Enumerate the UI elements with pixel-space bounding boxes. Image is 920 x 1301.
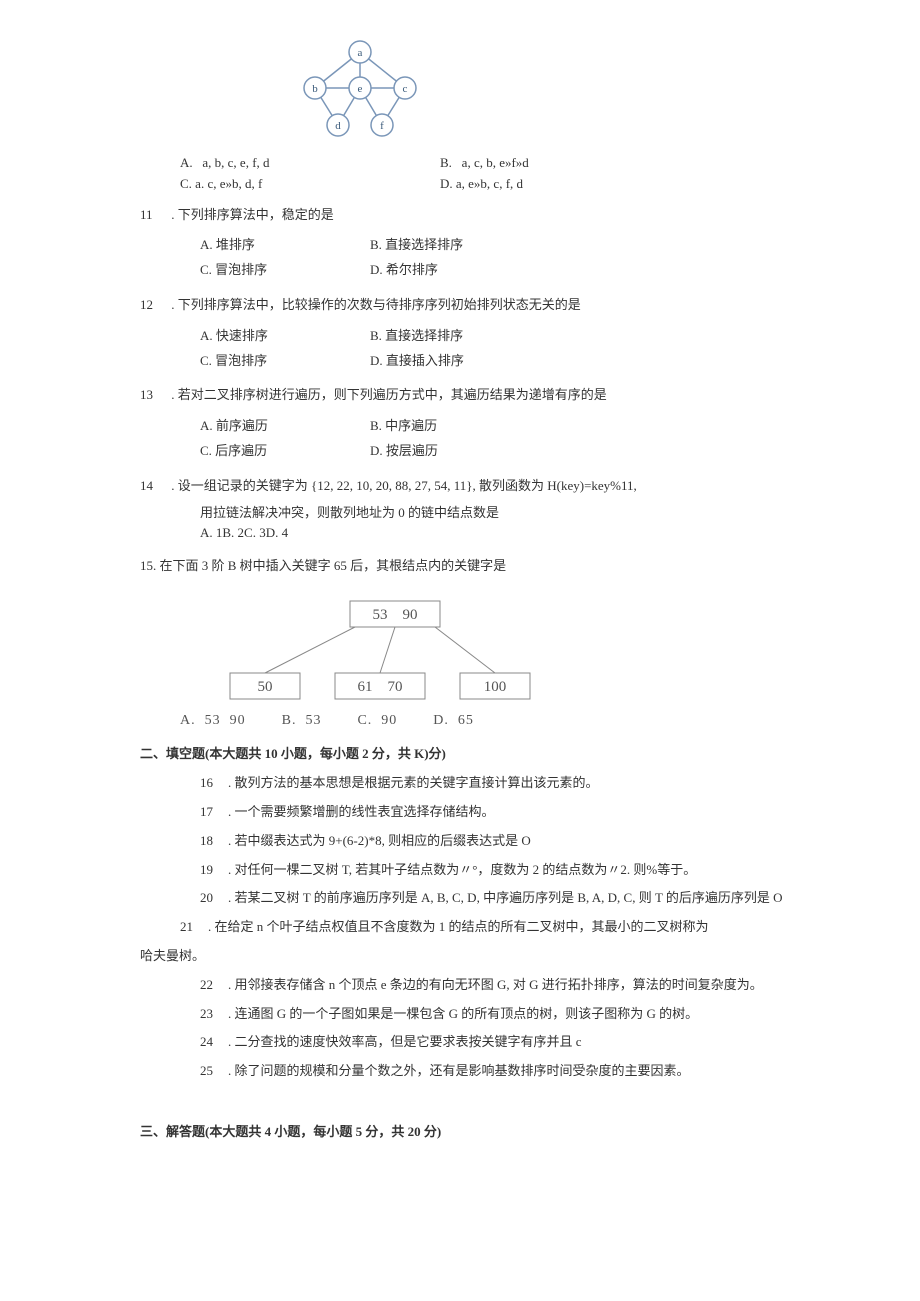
q10-opt-c-text: a. c, e»b, d, f: [195, 176, 262, 191]
q10-opt-d-text: a, e»b, c, f, d: [456, 176, 523, 191]
q10-opt-b-text: a, c, b, e»f»d: [462, 155, 529, 170]
fill-24-num: 24: [200, 1032, 228, 1053]
q13-num: 13: [140, 385, 168, 406]
fill-18-num: 18: [200, 831, 228, 852]
fill-23: 23. 连通图 G 的一个子图如果是一棵包含 G 的所有顶点的树，则该子图称为 …: [200, 1004, 800, 1025]
svg-text:e: e: [358, 83, 363, 95]
section2-head: 二、填空题(本大题共 10 小题，每小题 2 分，共 K)分): [140, 744, 800, 765]
q14-num: 14: [140, 476, 168, 497]
fill-20-num: 20: [200, 888, 228, 909]
svg-text:61: 61: [358, 679, 373, 695]
fill-23-text: . 连通图 G 的一个子图如果是一棵包含 G 的所有顶点的树，则该子图称为 G …: [228, 1006, 698, 1021]
q10-opts-row2: C. a. c, e»b, d, f D. a, e»b, c, f, d: [180, 174, 800, 195]
q14-text: . 设一组记录的关键字为 {12, 22, 10, 20, 88, 27, 54…: [171, 478, 637, 493]
q11-opt-d: D. 希尔排序: [370, 260, 540, 281]
fill-20: 20. 若某二叉树 T 的前序遍历序列是 A, B, C, D, 中序遍历序列是…: [200, 888, 800, 909]
q14: 14 . 设一组记录的关键字为 {12, 22, 10, 20, 88, 27,…: [140, 476, 800, 497]
q12-opt-a: A. 快速排序: [200, 326, 370, 347]
section3-head: 三、解答题(本大题共 4 小题，每小题 5 分，共 20 分): [140, 1122, 800, 1143]
fill-25-text: . 除了问题的规模和分量个数之外，还有是影响基数排序时间受杂度的主要因素。: [228, 1063, 690, 1078]
fill-24-text: . 二分查找的速度快效率高，但是它要求表按关键字有序并且 c: [228, 1034, 582, 1049]
q13-opt-c: C. 后序遍历: [200, 441, 370, 462]
fill-16: 16. 散列方法的基本思想是根据元素的关键字直接计算出该元素的。: [200, 773, 800, 794]
q13-text: . 若对二叉排序树进行遍历，则下列遍历方式中，其遍历结果为递增有序的是: [171, 387, 607, 402]
svg-text:b: b: [312, 83, 318, 95]
q10-opt-b: B. a, c, b, e»f»d: [440, 153, 700, 174]
q11-opt-a: A. 堆排序: [200, 235, 370, 256]
svg-text:f: f: [380, 120, 384, 132]
fill-19-text: . 对任何一棵二叉树 T, 若其叶子结点数为〃°，度数为 2 的结点数为〃2. …: [228, 862, 696, 877]
fill-20-text: . 若某二叉树 T 的前序遍历序列是 A, B, C, D, 中序遍历序列是 B…: [228, 890, 783, 905]
fill-21-num: 21: [180, 917, 208, 938]
q14-sub2: A. 1B. 2C. 3D. 4: [200, 523, 800, 544]
fill-21: 21. 在给定 n 个叶子结点权值且不含度数为 1 的结点的所有二叉树中，其最小…: [180, 917, 800, 938]
fill-18: 18. 若中缀表达式为 9+(6-2)*8, 则相应的后缀表达式是 O: [200, 831, 800, 852]
fill-22-text: . 用邻接表存储含 n 个顶点 e 条边的有向无环图 G, 对 G 进行拓扑排序…: [228, 977, 763, 992]
btree-figure: 53 90 50 61 70 100: [180, 583, 550, 708]
q12-opt-b: B. 直接选择排序: [370, 326, 540, 347]
fill-21b: 哈夫曼树。: [140, 946, 800, 967]
q11: 11 . 下列排序算法中，稳定的是: [140, 205, 800, 226]
q11-opt-b: B. 直接选择排序: [370, 235, 540, 256]
svg-text:100: 100: [484, 679, 507, 695]
q10-opt-c: C. a. c, e»b, d, f: [180, 174, 440, 195]
q15-opts: A. 53 90 B. 53 C. 90 D. 65: [180, 710, 800, 732]
fill-21-text: . 在给定 n 个叶子结点权值且不含度数为 1 的结点的所有二叉树中，其最小的二…: [208, 919, 709, 934]
svg-text:50: 50: [258, 679, 273, 695]
fill-19: 19. 对任何一棵二叉树 T, 若其叶子结点数为〃°，度数为 2 的结点数为〃2…: [200, 860, 800, 881]
q13: 13 . 若对二叉排序树进行遍历，则下列遍历方式中，其遍历结果为递增有序的是: [140, 385, 800, 406]
q12-opt-d: D. 直接插入排序: [370, 351, 540, 372]
svg-text:90: 90: [403, 607, 418, 623]
q15: 15. 在下面 3 阶 B 树中插入关键字 65 后，其根结点内的关键字是: [140, 556, 800, 577]
graph-figure: a b e c d f: [290, 40, 430, 145]
q11-opt-c: C. 冒泡排序: [200, 260, 370, 281]
fill-16-num: 16: [200, 773, 228, 794]
fill-24: 24. 二分查找的速度快效率高，但是它要求表按关键字有序并且 c: [200, 1032, 800, 1053]
q13-opt-b: B. 中序遍历: [370, 416, 540, 437]
q14-sub1: 用拉链法解决冲突，则散列地址为 0 的链中结点数是: [200, 503, 800, 524]
fill-17-num: 17: [200, 802, 228, 823]
fill-18-text: . 若中缀表达式为 9+(6-2)*8, 则相应的后缀表达式是 O: [228, 833, 531, 848]
svg-text:d: d: [335, 120, 341, 132]
fill-19-num: 19: [200, 860, 228, 881]
fill-22-num: 22: [200, 975, 228, 996]
q12-opt-c: C. 冒泡排序: [200, 351, 370, 372]
q12: 12 . 下列排序算法中，比较操作的次数与待排序序列初始排列状态无关的是: [140, 295, 800, 316]
fill-16-text: . 散列方法的基本思想是根据元素的关键字直接计算出该元素的。: [228, 775, 599, 790]
q10-opts-row1: A. a, b, c, e, f, d B. a, c, b, e»f»d: [180, 153, 800, 174]
q10-opt-a-text: a, b, c, e, f, d: [202, 155, 269, 170]
q15-text: 15. 在下面 3 阶 B 树中插入关键字 65 后，其根结点内的关键字是: [140, 558, 506, 573]
fill-17: 17. 一个需要频繁增删的线性表宜选择存储结构。: [200, 802, 800, 823]
q13-opt-d: D. 按层遍历: [370, 441, 540, 462]
q12-opts: A. 快速排序 C. 冒泡排序 B. 直接选择排序 D. 直接插入排序: [200, 322, 800, 376]
q10-opt-a: A. a, b, c, e, f, d: [180, 153, 440, 174]
svg-text:53: 53: [373, 607, 388, 623]
fill-17-text: . 一个需要频繁增删的线性表宜选择存储结构。: [228, 804, 495, 819]
q11-num: 11: [140, 205, 168, 226]
svg-text:70: 70: [388, 679, 403, 695]
fill-23-num: 23: [200, 1004, 228, 1025]
q13-opt-a: A. 前序遍历: [200, 416, 370, 437]
svg-text:c: c: [403, 83, 408, 95]
svg-text:a: a: [358, 47, 363, 59]
q13-opts: A. 前序遍历 C. 后序遍历 B. 中序遍历 D. 按层遍历: [200, 412, 800, 466]
q12-text: . 下列排序算法中，比较操作的次数与待排序序列初始排列状态无关的是: [171, 297, 581, 312]
fill-25: 25. 除了问题的规模和分量个数之外，还有是影响基数排序时间受杂度的主要因素。: [200, 1061, 800, 1082]
q11-text: . 下列排序算法中，稳定的是: [171, 207, 334, 222]
fill-22: 22. 用邻接表存储含 n 个顶点 e 条边的有向无环图 G, 对 G 进行拓扑…: [200, 975, 800, 996]
fill-25-num: 25: [200, 1061, 228, 1082]
q12-num: 12: [140, 295, 168, 316]
q10-opt-d: D. a, e»b, c, f, d: [440, 174, 700, 195]
q11-opts: A. 堆排序 C. 冒泡排序 B. 直接选择排序 D. 希尔排序: [200, 231, 800, 285]
